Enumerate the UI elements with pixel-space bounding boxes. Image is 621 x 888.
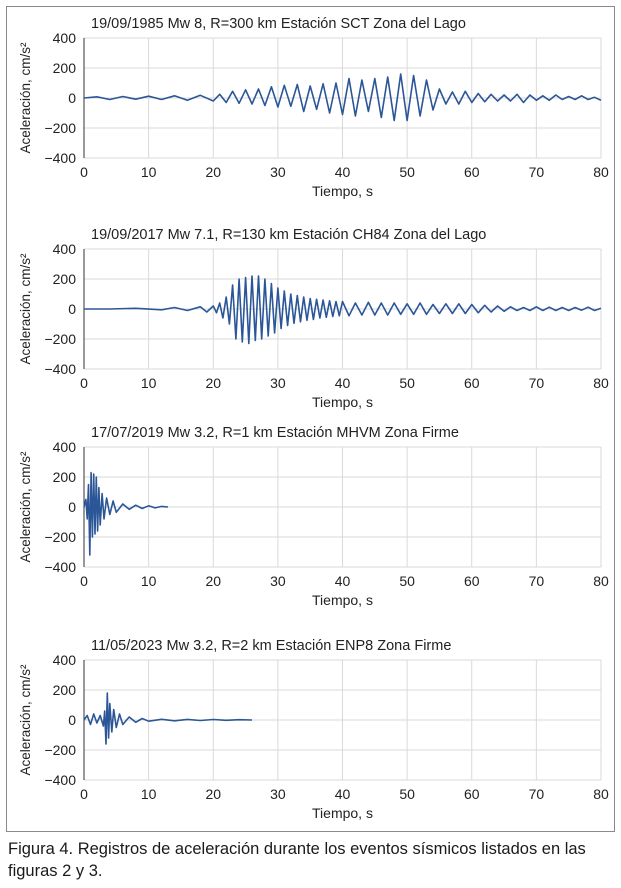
x-tick-label: 30 bbox=[270, 164, 286, 180]
x-tick-label: 80 bbox=[593, 573, 609, 589]
y-tick-label: −200 bbox=[44, 331, 76, 347]
x-tick-label: 10 bbox=[141, 786, 157, 802]
x-tick-label: 80 bbox=[593, 164, 609, 180]
y-axis-label: Aceleración, cm/s² bbox=[18, 253, 33, 365]
caption-text: Registros de aceleración durante los eve… bbox=[8, 840, 586, 880]
y-tick-label: 0 bbox=[68, 499, 76, 515]
y-tick-label: −200 bbox=[44, 742, 76, 758]
x-tick-label: 70 bbox=[529, 375, 545, 391]
x-tick-label: 20 bbox=[205, 375, 221, 391]
y-axis-label: Aceleración, cm/s² bbox=[18, 451, 33, 563]
y-tick-label: −400 bbox=[44, 772, 76, 788]
series-line bbox=[83, 73, 602, 122]
x-tick-label: 0 bbox=[80, 164, 88, 180]
x-tick-label: 50 bbox=[399, 786, 415, 802]
x-tick-label: 70 bbox=[529, 786, 545, 802]
x-tick-label: 40 bbox=[335, 375, 351, 391]
y-tick-label: 200 bbox=[53, 271, 77, 287]
x-axis-label: Tiempo, s bbox=[312, 394, 373, 410]
x-tick-label: 60 bbox=[464, 786, 480, 802]
chart-title: 17/07/2019 Mw 3.2, R=1 km Estación MHVM … bbox=[91, 425, 459, 441]
chart-title: 19/09/1985 Mw 8, R=300 km Estación SCT Z… bbox=[91, 16, 466, 32]
x-tick-label: 60 bbox=[464, 164, 480, 180]
x-tick-label: 80 bbox=[593, 786, 609, 802]
y-tick-label: 200 bbox=[53, 469, 77, 485]
y-tick-label: −200 bbox=[44, 529, 76, 545]
chart-title: 19/09/2017 Mw 7.1, R=130 km Estación CH8… bbox=[91, 227, 486, 243]
y-tick-label: 0 bbox=[68, 301, 76, 317]
y-tick-label: −200 bbox=[44, 120, 76, 136]
x-tick-label: 80 bbox=[593, 375, 609, 391]
y-axis-label: Aceleración, cm/s² bbox=[18, 664, 33, 776]
x-tick-label: 20 bbox=[205, 164, 221, 180]
y-tick-label: −400 bbox=[44, 559, 76, 575]
y-tick-label: 400 bbox=[53, 30, 77, 46]
x-tick-label: 50 bbox=[399, 164, 415, 180]
chart-title: 11/05/2023 Mw 3.2, R=2 km Estación ENP8 … bbox=[91, 638, 451, 654]
x-tick-label: 30 bbox=[270, 573, 286, 589]
x-tick-label: 0 bbox=[80, 573, 88, 589]
y-tick-label: 200 bbox=[53, 682, 77, 698]
y-tick-label: 400 bbox=[53, 439, 77, 455]
y-tick-label: 0 bbox=[68, 90, 76, 106]
x-tick-label: 60 bbox=[464, 573, 480, 589]
x-axis-label: Tiempo, s bbox=[312, 183, 373, 199]
figure-caption: Figura 4. Registros de aceleración duran… bbox=[8, 838, 616, 882]
caption-label: Figura 4. bbox=[8, 840, 74, 858]
x-tick-label: 40 bbox=[335, 164, 351, 180]
x-tick-label: 30 bbox=[270, 375, 286, 391]
x-tick-label: 10 bbox=[141, 573, 157, 589]
x-tick-label: 70 bbox=[529, 573, 545, 589]
x-tick-label: 50 bbox=[399, 375, 415, 391]
y-tick-label: 0 bbox=[68, 712, 76, 728]
x-tick-label: 50 bbox=[399, 573, 415, 589]
x-tick-label: 20 bbox=[205, 786, 221, 802]
x-tick-label: 0 bbox=[80, 375, 88, 391]
figure-frame bbox=[6, 6, 615, 832]
x-tick-label: 40 bbox=[335, 786, 351, 802]
x-tick-label: 70 bbox=[529, 164, 545, 180]
x-tick-label: 10 bbox=[141, 375, 157, 391]
x-axis-label: Tiempo, s bbox=[312, 805, 373, 821]
y-tick-label: −400 bbox=[44, 150, 76, 166]
x-tick-label: 0 bbox=[80, 786, 88, 802]
x-tick-label: 30 bbox=[270, 786, 286, 802]
x-tick-label: 10 bbox=[141, 164, 157, 180]
y-tick-label: 400 bbox=[53, 652, 77, 668]
y-tick-label: −400 bbox=[44, 361, 76, 377]
x-axis-label: Tiempo, s bbox=[312, 592, 373, 608]
y-tick-label: 400 bbox=[53, 241, 77, 257]
y-tick-label: 200 bbox=[53, 60, 77, 76]
x-tick-label: 20 bbox=[205, 573, 221, 589]
series-line bbox=[84, 275, 602, 345]
series-line bbox=[83, 692, 253, 745]
series-line bbox=[83, 471, 169, 556]
x-tick-label: 60 bbox=[464, 375, 480, 391]
x-tick-label: 40 bbox=[335, 573, 351, 589]
y-axis-label: Aceleración, cm/s² bbox=[18, 42, 33, 154]
